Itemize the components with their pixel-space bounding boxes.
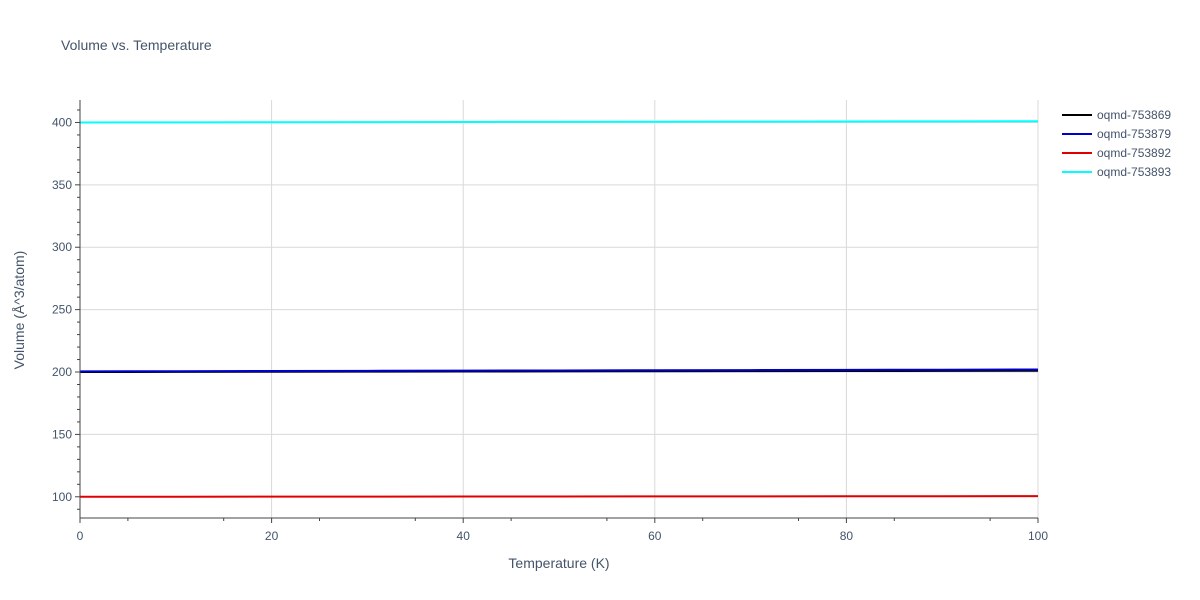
legend-label: oqmd-753892 [1097, 146, 1171, 160]
series-line-oqmd-753879 [79, 368, 1039, 373]
axes: 0 20 40 60 80 100 100 150 200 250 300 350 400 [52, 100, 1048, 543]
grid-lines [80, 100, 1039, 518]
y-tick-label: 200 [52, 365, 72, 379]
legend-label: oqmd-753869 [1097, 108, 1171, 122]
y-tick-label: 350 [52, 178, 72, 192]
chart-title: Volume vs. Temperature [61, 37, 212, 53]
x-tick-label: 0 [77, 529, 84, 543]
series-line-oqmd-753893 [79, 120, 1039, 124]
y-tick-label: 400 [52, 115, 72, 129]
x-tick-label: 20 [265, 529, 279, 543]
legend-item-oqmd-753869[interactable]: oqmd-753869 [1062, 108, 1171, 122]
series-line-oqmd-753892 [79, 495, 1039, 498]
legend-item-oqmd-753893[interactable]: oqmd-753893 [1062, 165, 1171, 179]
x-axis-title: Temperature (K) [508, 555, 609, 571]
legend-label: oqmd-753893 [1097, 165, 1171, 179]
legend-item-oqmd-753879[interactable]: oqmd-753879 [1062, 127, 1171, 141]
y-axis-title: Volume (Å^3/atom) [11, 251, 27, 370]
x-tick-label: 60 [648, 529, 662, 543]
y-tick-label: 250 [52, 303, 72, 317]
y-tick-label: 100 [52, 490, 72, 504]
series-lines [79, 120, 1039, 498]
x-tick-label: 100 [1028, 529, 1048, 543]
y-tick-label: 150 [52, 427, 72, 441]
x-tick-label: 80 [840, 529, 854, 543]
legend-label: oqmd-753879 [1097, 127, 1171, 141]
legend-item-oqmd-753892[interactable]: oqmd-753892 [1062, 146, 1171, 160]
x-tick-label: 40 [457, 529, 471, 543]
legend[interactable]: oqmd-753869 oqmd-753879 oqmd-753892 oqmd-75… [1062, 108, 1171, 179]
y-tick-label: 300 [52, 240, 72, 254]
